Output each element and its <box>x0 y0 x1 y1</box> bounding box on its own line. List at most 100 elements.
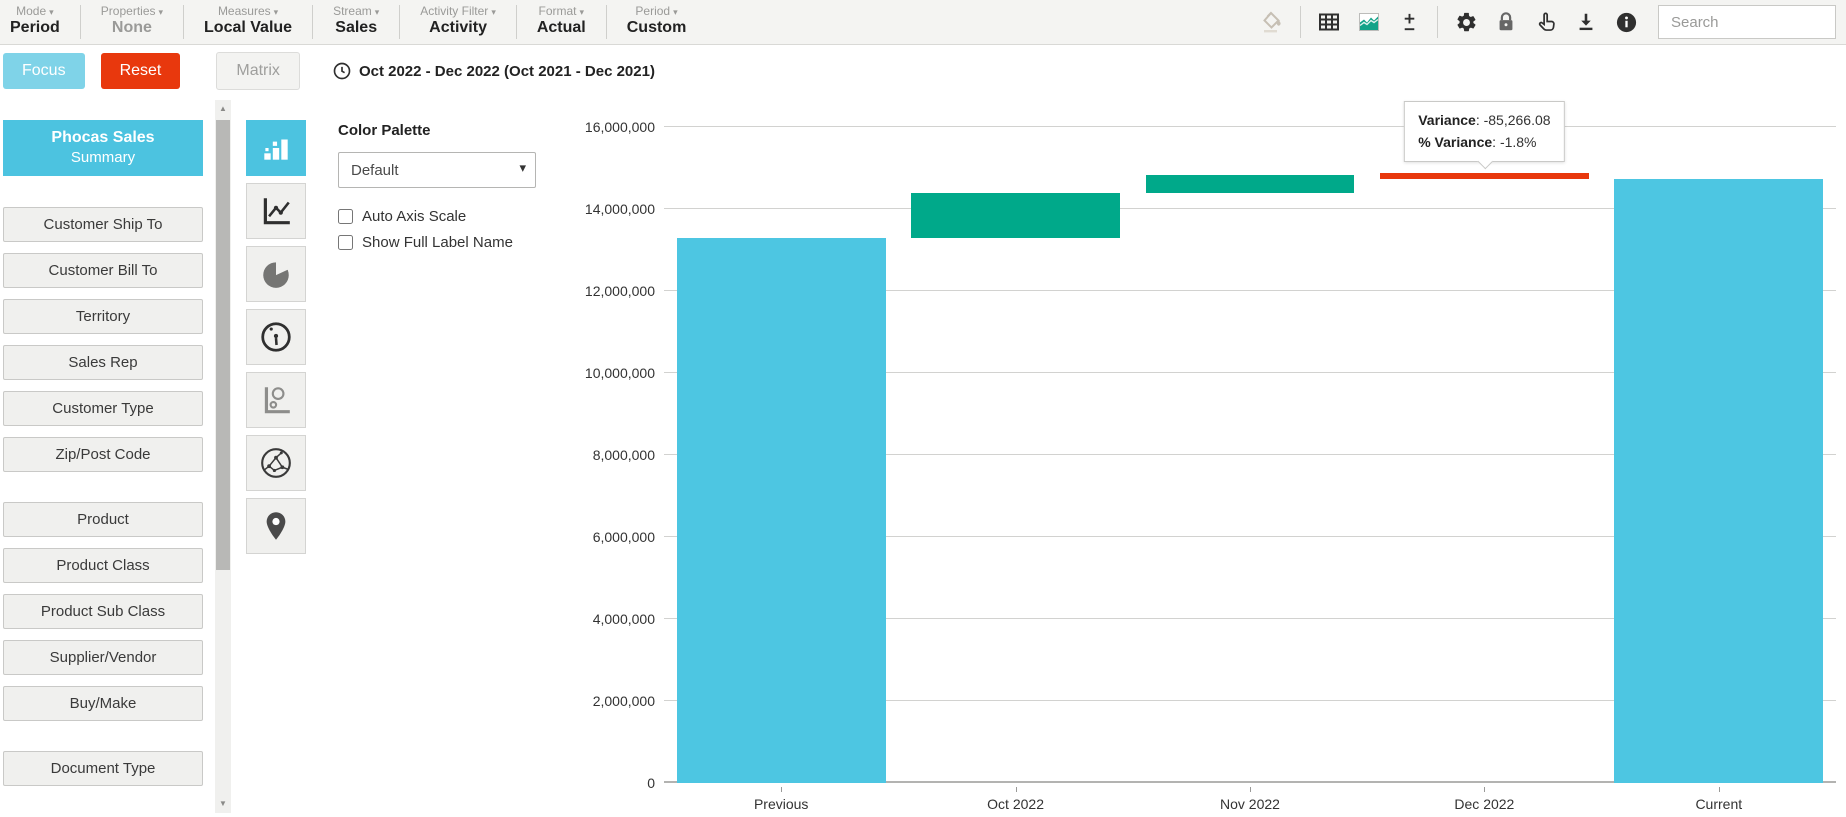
plus-minus-icon[interactable] <box>1394 7 1424 37</box>
sidebar-item-customer-bill-to[interactable]: Customer Bill To <box>3 253 203 288</box>
menu-label-measures: Measures▾ <box>204 4 292 18</box>
info-icon[interactable] <box>1611 7 1641 37</box>
bar-oct-2022[interactable] <box>911 193 1120 238</box>
tooltip-pct-variance-row: % Variance-1.8% <box>1418 132 1550 154</box>
color-palette-select[interactable]: Default <box>338 152 536 188</box>
chart-type-column <box>246 120 306 561</box>
checkbox-label-show-full-label-name: Show Full Label Name <box>362 234 513 251</box>
menu-label-mode: Mode▾ <box>10 4 60 18</box>
x-axis-labels: PreviousOct 2022Nov 2022Dec 2022Current <box>664 787 1836 813</box>
scrollbar-down-arrow[interactable]: ▼ <box>215 797 231 811</box>
tooltip-pct-variance-label: % Variance <box>1418 134 1500 150</box>
bar-previous[interactable] <box>677 238 886 783</box>
checkbox-row-auto-axis-scale[interactable]: Auto Axis Scale <box>338 208 538 225</box>
menu-value-stream: Sales <box>333 19 379 37</box>
checkbox-show-full-label-name[interactable] <box>338 235 353 250</box>
y-axis-tick-label: 14,000,000 <box>585 201 655 217</box>
sidebar-item-sales-rep[interactable]: Sales Rep <box>3 345 203 380</box>
sidebar-groups: Customer Ship To Customer Bill To Territor… <box>3 207 203 786</box>
line-chart-icon <box>259 194 293 228</box>
y-axis-tick-label: 2,000,000 <box>593 693 655 709</box>
bar-current[interactable] <box>1614 179 1823 783</box>
menu-activity-filter[interactable]: Activity Filter▾Activity <box>400 0 516 44</box>
sidebar-item-customer-ship-to[interactable]: Customer Ship To <box>3 207 203 242</box>
menu-label-stream: Stream▾ <box>333 4 379 18</box>
option-checkboxes: Auto Axis Scale Show Full Label Name <box>338 208 538 251</box>
x-axis-tick <box>781 787 782 792</box>
chart-options-panel: Color Palette Default ▾ Auto Axis Scale S… <box>338 122 538 260</box>
chart-type-bubble-chart[interactable] <box>246 372 306 428</box>
toolbar-right <box>1252 0 1846 44</box>
color-palette-label: Color Palette <box>338 122 538 139</box>
toolbar-icon-divider <box>1300 6 1301 38</box>
chart-type-gauge[interactable] <box>246 309 306 365</box>
menu-label-properties: Properties▾ <box>101 4 163 18</box>
reset-button[interactable]: Reset <box>101 53 181 89</box>
chart-tooltip: Variance-85,266.08 % Variance-1.8% <box>1404 101 1564 162</box>
pie-chart-icon <box>259 257 293 291</box>
scrollbar-thumb[interactable] <box>216 120 230 570</box>
sidebar-item-product-sub-class[interactable]: Product Sub Class <box>3 594 203 629</box>
clock-icon <box>332 61 352 81</box>
network-chart-icon <box>259 446 293 480</box>
hand-pointer-icon[interactable] <box>1531 7 1561 37</box>
x-axis-tick <box>1016 787 1017 792</box>
gear-icon[interactable] <box>1451 7 1481 37</box>
x-axis-tick <box>1484 787 1485 792</box>
database-title-line1: Phocas Sales <box>7 129 199 147</box>
chart-type-network-chart[interactable] <box>246 435 306 491</box>
bar-dec-2022[interactable] <box>1380 173 1589 179</box>
sidebar-scrollbar[interactable]: ▲ ▼ <box>215 100 231 813</box>
sidebar-item-document-type[interactable]: Document Type <box>3 751 203 786</box>
x-label-nov-2022: Nov 2022 <box>1133 796 1367 812</box>
matrix-button[interactable]: Matrix <box>216 52 300 90</box>
table-icon[interactable] <box>1314 7 1344 37</box>
menu-period[interactable]: Period▾Custom <box>607 0 707 44</box>
color-palette-select-wrap: Default ▾ <box>338 152 536 188</box>
chevron-down-icon: ▾ <box>673 7 678 17</box>
chart-type-pie-chart[interactable] <box>246 246 306 302</box>
search-input[interactable] <box>1658 5 1836 39</box>
fill-bucket-icon <box>1257 7 1287 37</box>
menu-measures[interactable]: Measures▾Local Value <box>184 0 312 44</box>
chart-type-map[interactable] <box>246 498 306 554</box>
period-range: Oct 2022 - Dec 2022 (Oct 2021 - Dec 2021… <box>332 61 655 81</box>
menu-properties[interactable]: Properties▾None <box>81 0 183 44</box>
download-icon[interactable] <box>1571 7 1601 37</box>
x-label-dec-2022: Dec 2022 <box>1367 796 1601 812</box>
sidebar-item-buy-make[interactable]: Buy/Make <box>3 686 203 721</box>
sidebar-item-territory[interactable]: Territory <box>3 299 203 334</box>
menu-stream[interactable]: Stream▾Sales <box>313 0 399 44</box>
focus-button[interactable]: Focus <box>3 53 85 89</box>
sidebar-item-supplier-vendor[interactable]: Supplier/Vendor <box>3 640 203 675</box>
sidebar-item-product-class[interactable]: Product Class <box>3 548 203 583</box>
menu-value-properties: None <box>101 19 163 37</box>
chevron-down-icon: ▾ <box>491 7 496 17</box>
menu-format[interactable]: Format▾Actual <box>517 0 606 44</box>
menu-mode[interactable]: Mode▾Period <box>0 0 80 44</box>
menu-value-format: Actual <box>537 19 586 37</box>
checkbox-auto-axis-scale[interactable] <box>338 209 353 224</box>
checkbox-row-show-full-label-name[interactable]: Show Full Label Name <box>338 234 538 251</box>
lock-icon[interactable] <box>1491 7 1521 37</box>
main-area: Phocas Sales Summary Customer Ship ToCus… <box>0 96 1846 817</box>
database-title[interactable]: Phocas Sales Summary <box>3 120 203 176</box>
chart-type-line-chart[interactable] <box>246 183 306 239</box>
chart-type-column-chart[interactable] <box>246 120 306 176</box>
sidebar: Phocas Sales Summary Customer Ship ToCus… <box>3 120 203 816</box>
sidebar-group-1: Customer Ship To Customer Bill To Territor… <box>3 207 203 472</box>
area-chart-icon[interactable] <box>1354 7 1384 37</box>
x-label-current: Current <box>1602 796 1836 812</box>
sidebar-item-zip-post-code[interactable]: Zip/Post Code <box>3 437 203 472</box>
scrollbar-up-arrow[interactable]: ▲ <box>215 102 231 116</box>
menu-label-period: Period▾ <box>627 4 687 18</box>
sidebar-group-3: Document Type <box>3 751 203 786</box>
chevron-down-icon: ▾ <box>274 7 279 17</box>
menu-value-measures: Local Value <box>204 19 292 37</box>
y-axis-tick-label: 8,000,000 <box>593 447 655 463</box>
x-label-oct-2022: Oct 2022 <box>898 796 1132 812</box>
sidebar-item-customer-type[interactable]: Customer Type <box>3 391 203 426</box>
bar-nov-2022[interactable] <box>1146 175 1355 192</box>
sidebar-item-product[interactable]: Product <box>3 502 203 537</box>
tooltip-variance-row: Variance-85,266.08 <box>1418 110 1550 132</box>
